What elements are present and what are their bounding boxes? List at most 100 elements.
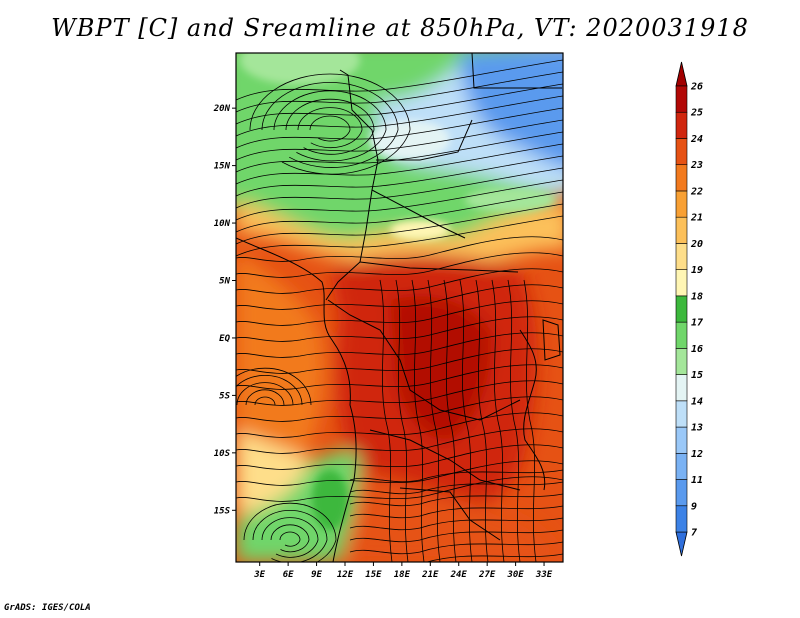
lon-label: 30E: [506, 570, 524, 580]
streamline: [285, 98, 375, 155]
colorbar-label: 19: [691, 265, 703, 276]
lon-label: 27E: [478, 570, 496, 580]
coastlines: [236, 53, 562, 562]
lon-label: 15E: [365, 570, 382, 580]
lat-label: 10N: [214, 219, 231, 229]
streamline: [443, 279, 457, 562]
streamline: [379, 279, 393, 562]
streamline: [236, 143, 563, 185]
streamline: [459, 279, 473, 562]
colorbar-label: 24: [690, 134, 703, 145]
streamline: [349, 493, 563, 507]
streamline: [360, 553, 563, 562]
streamline: [236, 382, 294, 406]
streamline: [273, 90, 387, 162]
colorbar-label: 13: [691, 423, 703, 434]
streamline: [236, 375, 303, 406]
lat-label: 10S: [214, 449, 231, 459]
streamline: [427, 279, 441, 562]
colorbar-swatch: [675, 400, 688, 428]
streamline: [349, 481, 563, 495]
colorbar-swatch: [675, 190, 688, 218]
streamline: [236, 348, 563, 374]
colorbar-label: 7: [691, 528, 697, 539]
colorbar-label: 11: [691, 475, 703, 486]
streamline: [236, 380, 563, 406]
streamline: [236, 284, 563, 310]
streamline: [236, 59, 563, 101]
colorbar-swatch: [675, 374, 688, 402]
colorbar-swatch: [675, 164, 688, 192]
colorbar-swatch: [675, 295, 688, 323]
streamline: [236, 215, 563, 257]
streamline: [236, 179, 563, 221]
streamline: [261, 82, 399, 168]
colorbar: 7 9 11 12 13 14 15 16 17 18 19 20 21 22 23 24 25 26: [675, 61, 703, 557]
streamline: [236, 236, 563, 262]
colorbar-swatch: [675, 348, 688, 375]
colorbar-swatch: [675, 426, 688, 454]
streamline: [236, 131, 563, 173]
lon-label: 21E: [421, 570, 439, 580]
streamline: [309, 115, 351, 142]
lon-label: 33E: [535, 570, 553, 580]
footer-credit: GrADS: IGES/COLA: [4, 603, 91, 613]
streamline: [236, 364, 563, 390]
latitude-axis: 20N 15N 10N 5N EQ 5S 10S 15S: [213, 104, 236, 516]
lat-label: 5S: [219, 391, 230, 401]
streamline: [279, 531, 301, 547]
streamline: [395, 279, 409, 562]
colorbar-label: 12: [691, 449, 703, 460]
streamline: [245, 389, 285, 406]
map-frame: [235, 52, 564, 563]
streamline: [261, 517, 319, 558]
lat-label: 5N: [219, 276, 230, 286]
streamline: [349, 541, 563, 555]
streamline: [270, 524, 310, 553]
chart-title: WBPT [C] and Sreamline at 850hPa, VT: 20…: [51, 14, 749, 42]
streamline: [236, 428, 563, 454]
streamline: [491, 279, 505, 562]
streamline: [236, 460, 563, 486]
lon-label: 12E: [337, 570, 354, 580]
streamline: [236, 203, 563, 245]
streamline: [349, 529, 563, 543]
streamline: [236, 412, 563, 438]
colorbar-label: 26: [690, 82, 703, 93]
streamline: [236, 476, 563, 502]
colorbar-swatch: [675, 243, 688, 270]
lon-label: 6E: [283, 570, 294, 580]
longitude-axis: 3E 6E 9E 12E 15E 18E 21E 24E 27E 30E 33E: [253, 562, 553, 580]
streamline: [236, 316, 563, 342]
colorbar-swatch: [675, 479, 688, 507]
colorbar-label: 17: [691, 318, 703, 329]
streamline: [507, 279, 521, 562]
lon-label: 18E: [394, 570, 411, 580]
colorbar-label: 18: [691, 291, 703, 302]
streamline: [236, 396, 563, 422]
colorbar-swatch: [675, 321, 688, 349]
streamline: [475, 279, 489, 562]
colorbar-label: 21: [690, 213, 703, 224]
streamline: [236, 300, 563, 326]
lat-label: EQ: [219, 334, 230, 344]
streamline: [236, 444, 563, 470]
colorbar-swatch: [675, 269, 688, 297]
streamline: [236, 107, 563, 149]
colorbar-label: 20: [690, 239, 703, 250]
colorbar-label: 16: [691, 344, 703, 355]
colorbar-label: 14: [691, 396, 703, 407]
streamline: [252, 510, 328, 562]
lon-label: 3E: [253, 570, 265, 580]
streamline: [236, 332, 563, 358]
lat-label: 20N: [213, 104, 231, 114]
streamline: [236, 155, 563, 197]
lat-label: 15S: [214, 506, 231, 516]
colorbar-label: 25: [690, 108, 703, 119]
streamline: [297, 107, 363, 149]
colorbar-swatch: [675, 452, 688, 480]
lon-label: 9E: [311, 570, 322, 580]
lat-label: 15N: [214, 162, 231, 172]
streamline: [236, 71, 563, 113]
